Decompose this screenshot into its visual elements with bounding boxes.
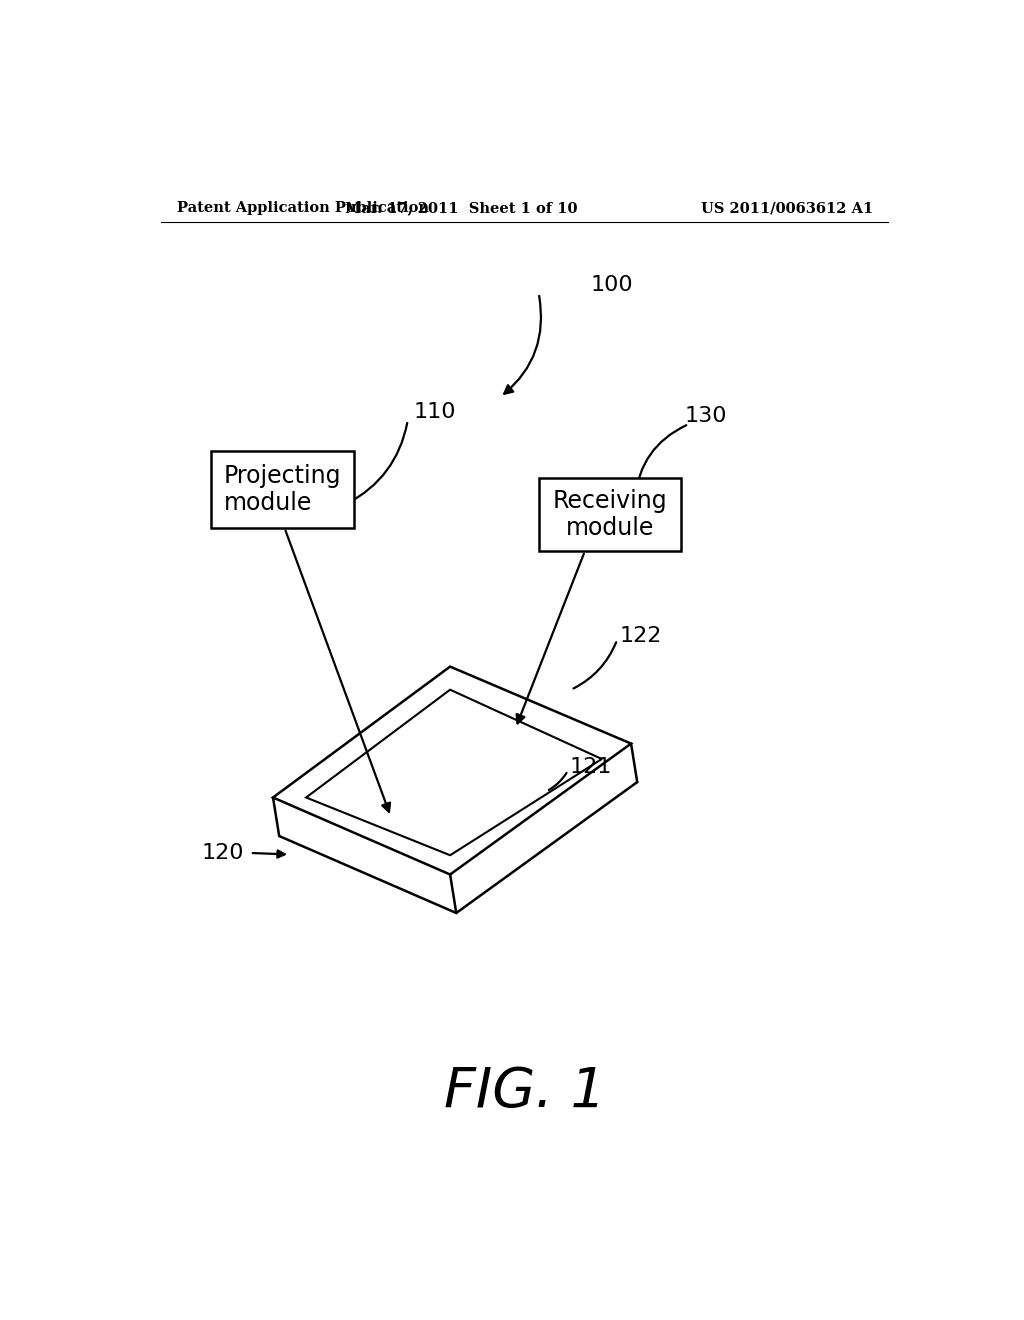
Text: Receiving
module: Receiving module bbox=[553, 488, 668, 540]
Text: Patent Application Publication: Patent Application Publication bbox=[177, 202, 429, 215]
Text: 120: 120 bbox=[202, 843, 245, 863]
Bar bbox=[539, 478, 681, 552]
Text: 130: 130 bbox=[685, 407, 727, 426]
Polygon shape bbox=[306, 689, 602, 855]
Text: 100: 100 bbox=[591, 276, 634, 296]
Text: Mar. 17, 2011  Sheet 1 of 10: Mar. 17, 2011 Sheet 1 of 10 bbox=[345, 202, 578, 215]
Text: 121: 121 bbox=[569, 756, 611, 776]
Text: Projecting
module: Projecting module bbox=[224, 463, 341, 515]
Text: 122: 122 bbox=[620, 626, 662, 645]
Text: FIG. 1: FIG. 1 bbox=[444, 1065, 605, 1118]
Text: 110: 110 bbox=[414, 403, 457, 422]
Polygon shape bbox=[273, 667, 631, 875]
Bar bbox=[211, 451, 354, 528]
Text: US 2011/0063612 A1: US 2011/0063612 A1 bbox=[701, 202, 873, 215]
